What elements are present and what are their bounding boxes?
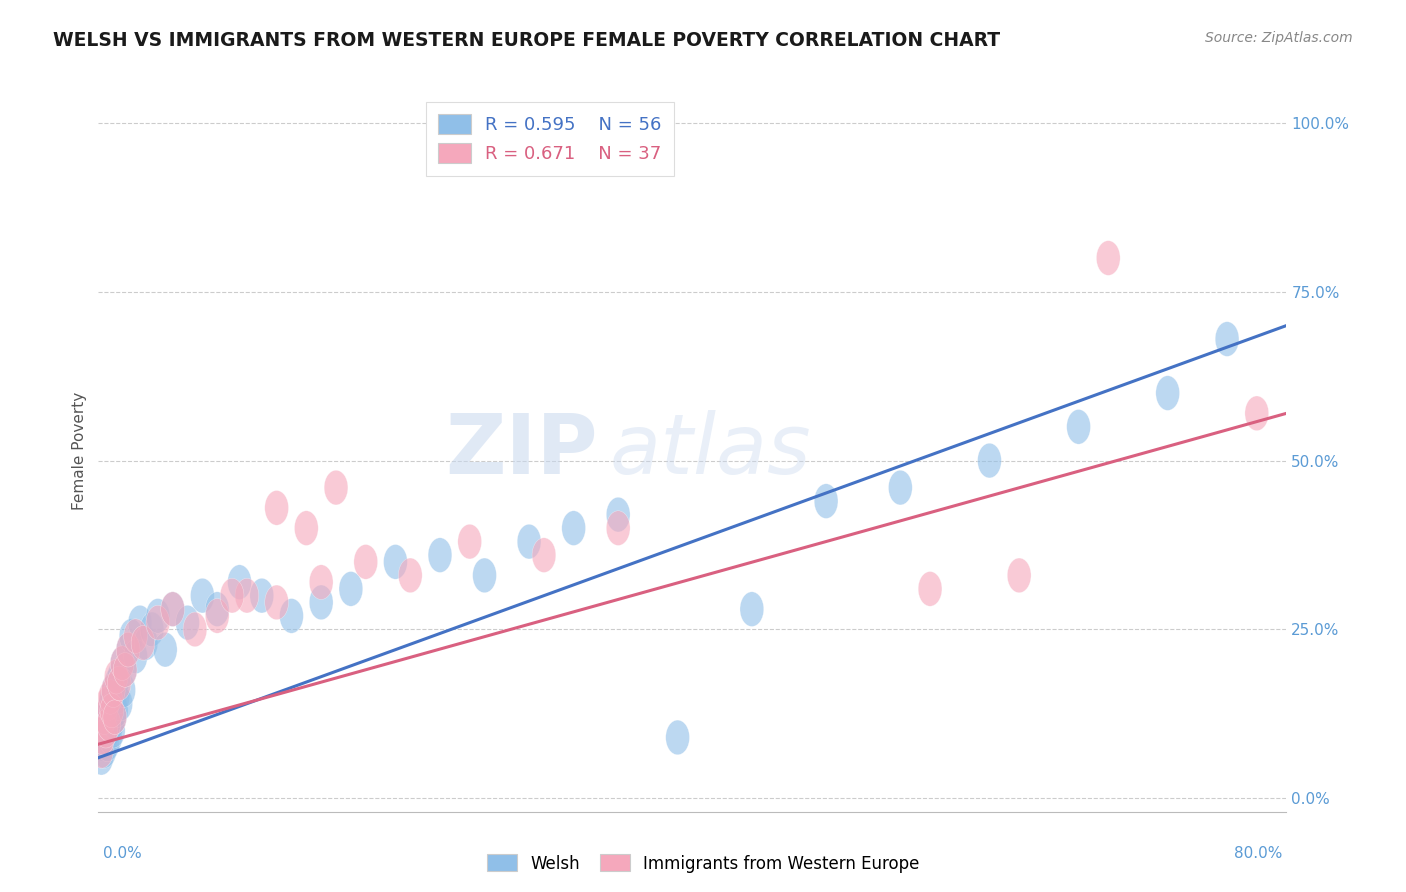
Text: 0.0%: 0.0% (103, 846, 142, 861)
Text: Source: ZipAtlas.com: Source: ZipAtlas.com (1205, 31, 1353, 45)
Text: 80.0%: 80.0% (1234, 846, 1282, 861)
Text: atlas: atlas (609, 410, 811, 491)
Text: WELSH VS IMMIGRANTS FROM WESTERN EUROPE FEMALE POVERTY CORRELATION CHART: WELSH VS IMMIGRANTS FROM WESTERN EUROPE … (53, 31, 1001, 50)
Legend: R = 0.595    N = 56, R = 0.671    N = 37: R = 0.595 N = 56, R = 0.671 N = 37 (426, 102, 675, 176)
Legend: Welsh, Immigrants from Western Europe: Welsh, Immigrants from Western Europe (479, 847, 927, 880)
Y-axis label: Female Poverty: Female Poverty (72, 392, 87, 509)
Text: ZIP: ZIP (444, 410, 598, 491)
